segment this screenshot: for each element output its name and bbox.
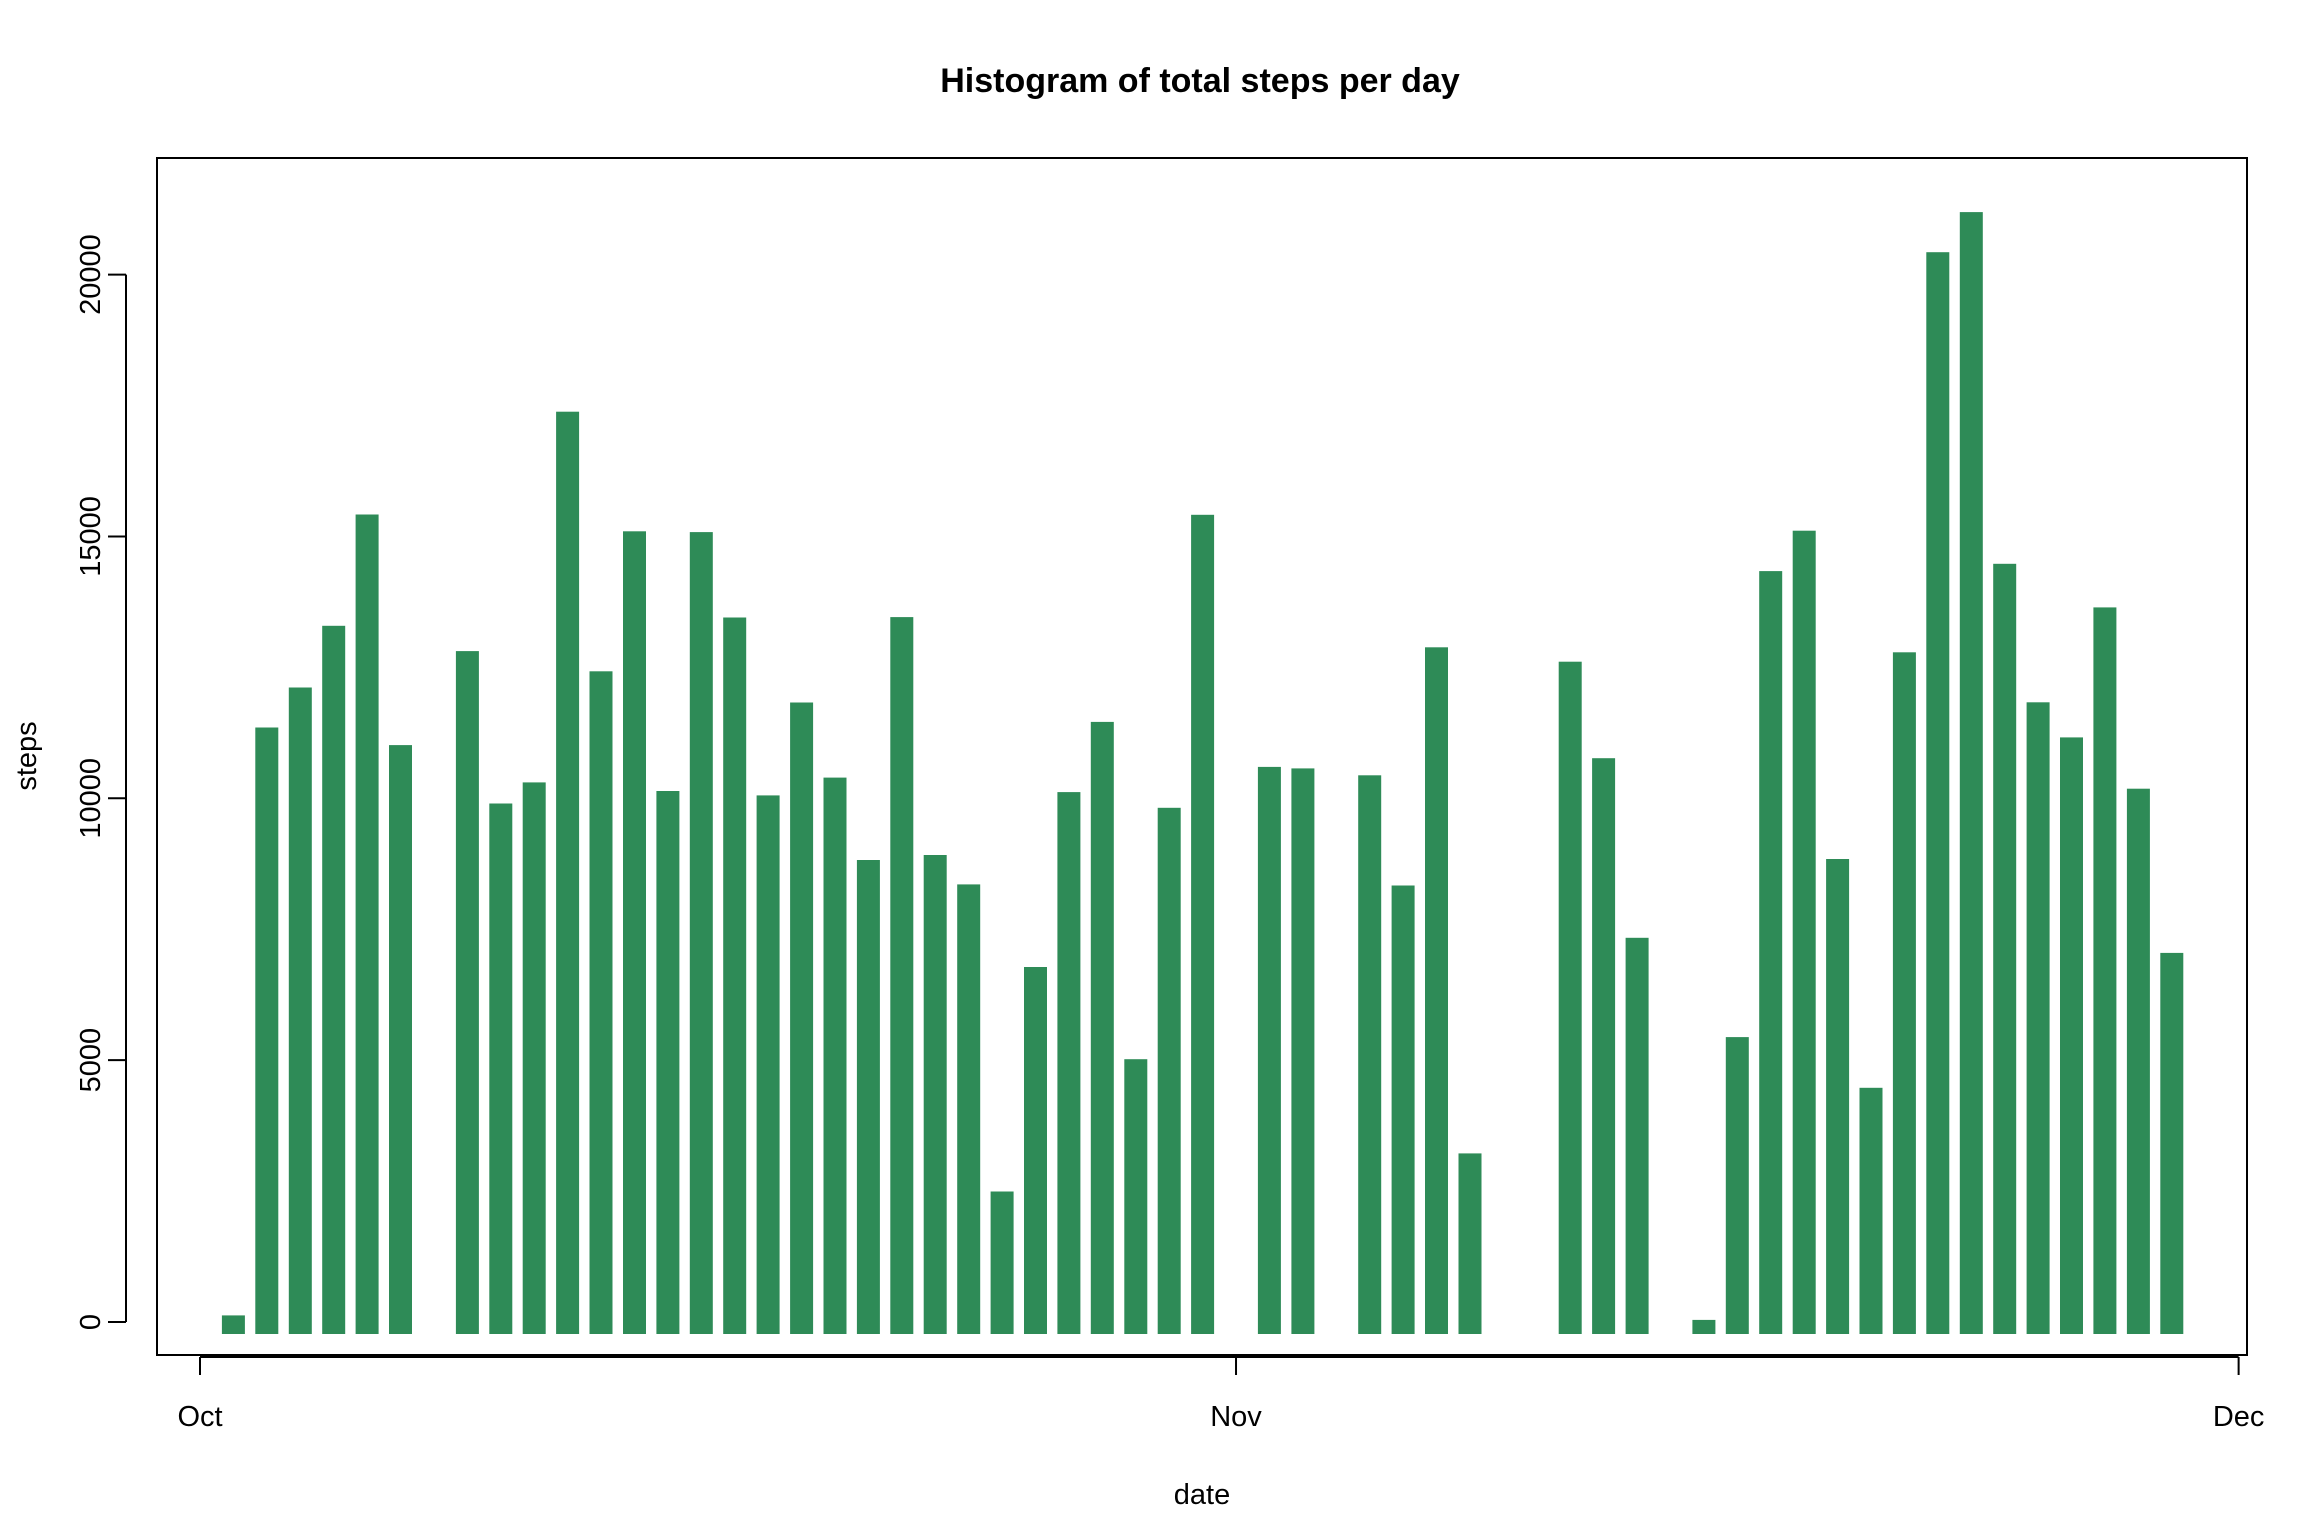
bar-2012-10-20	[823, 777, 847, 1334]
bar-2012-10-13	[589, 671, 613, 1334]
bar-2012-10-25	[990, 1191, 1014, 1334]
bar-2012-10-17	[723, 617, 747, 1334]
bar-2012-11-03	[1291, 768, 1315, 1334]
bar-2012-10-05	[322, 625, 346, 1334]
bar-2012-11-18	[1792, 530, 1816, 1334]
y-axis: 0 5000 10000 15000 20000	[75, 234, 127, 1330]
bar-2012-11-13	[1625, 937, 1649, 1334]
x-axis-label: date	[1174, 1479, 1230, 1511]
bar-2012-10-09	[455, 651, 479, 1334]
y-tick-label: 20000	[75, 234, 107, 315]
bar-2012-11-12	[1592, 758, 1616, 1334]
bar-2012-11-07	[1425, 647, 1448, 1334]
bar-2012-11-06	[1391, 885, 1415, 1334]
y-tick-label: 0	[75, 1314, 107, 1330]
bar-2012-11-19	[1826, 859, 1850, 1334]
bar-2012-11-23	[1959, 212, 1983, 1335]
bar-2012-10-21	[856, 860, 880, 1334]
bar-2012-11-15	[1692, 1319, 1716, 1334]
bar-2012-10-24	[957, 884, 981, 1334]
bar-2012-11-26	[2060, 737, 2083, 1334]
bar-2012-11-28	[2126, 788, 2150, 1334]
chart-title: Histogram of total steps per day	[940, 62, 1460, 100]
bar-2012-10-31	[1191, 514, 1215, 1334]
bar-2012-11-16	[1725, 1037, 1749, 1334]
bar-2012-10-30	[1157, 807, 1181, 1334]
bar-2012-10-14	[623, 531, 646, 1334]
bar-2012-11-05	[1358, 775, 1382, 1334]
bar-2012-10-12	[556, 411, 580, 1334]
bar-2012-10-29	[1124, 1059, 1148, 1334]
bar-2012-10-22	[890, 617, 914, 1334]
bar-2012-10-18	[756, 795, 780, 1334]
bars-group	[221, 212, 2184, 1335]
bar-2012-10-15	[656, 791, 680, 1334]
bar-2012-11-08	[1458, 1153, 1482, 1334]
plot-frame	[156, 157, 2248, 1356]
bar-2012-10-02	[221, 1315, 245, 1334]
bar-2012-11-02	[1257, 766, 1281, 1334]
bar-2012-11-29	[2160, 952, 2184, 1334]
x-tick-label: Dec	[2213, 1401, 2265, 1433]
bar-2012-10-11	[522, 782, 546, 1334]
bar-2012-10-27	[1057, 792, 1081, 1334]
x-tick-label: Nov	[1210, 1401, 1262, 1433]
bar-2012-11-27	[2093, 607, 2117, 1334]
y-tick-label: 10000	[75, 758, 107, 839]
bar-2012-11-25	[2026, 702, 2050, 1334]
bar-2012-10-10	[489, 803, 513, 1334]
bar-2012-10-04	[288, 687, 312, 1334]
bar-2012-11-24	[1993, 563, 2017, 1334]
x-axis: Oct Nov Dec	[177, 1356, 2265, 1433]
bar-2012-11-11	[1558, 661, 1582, 1334]
bar-2012-10-28	[1090, 721, 1114, 1334]
bar-2012-10-03	[255, 727, 279, 1334]
bar-2012-10-23	[923, 855, 947, 1334]
y-tick-label: 15000	[75, 496, 107, 577]
bar-2012-11-17	[1759, 571, 1783, 1334]
bar-2012-11-22	[1926, 252, 1950, 1335]
x-tick-label: Oct	[177, 1401, 222, 1433]
bar-2012-10-19	[790, 702, 814, 1334]
bar-2012-11-21	[1892, 652, 1916, 1334]
bar-2012-10-16	[689, 532, 713, 1334]
y-tick-label: 5000	[75, 1028, 107, 1093]
bar-2012-10-26	[1024, 967, 1047, 1334]
y-axis-label: steps	[11, 721, 43, 790]
bar-2012-10-07	[389, 745, 412, 1334]
bar-2012-10-06	[355, 514, 379, 1334]
bar-2012-11-20	[1859, 1087, 1883, 1334]
